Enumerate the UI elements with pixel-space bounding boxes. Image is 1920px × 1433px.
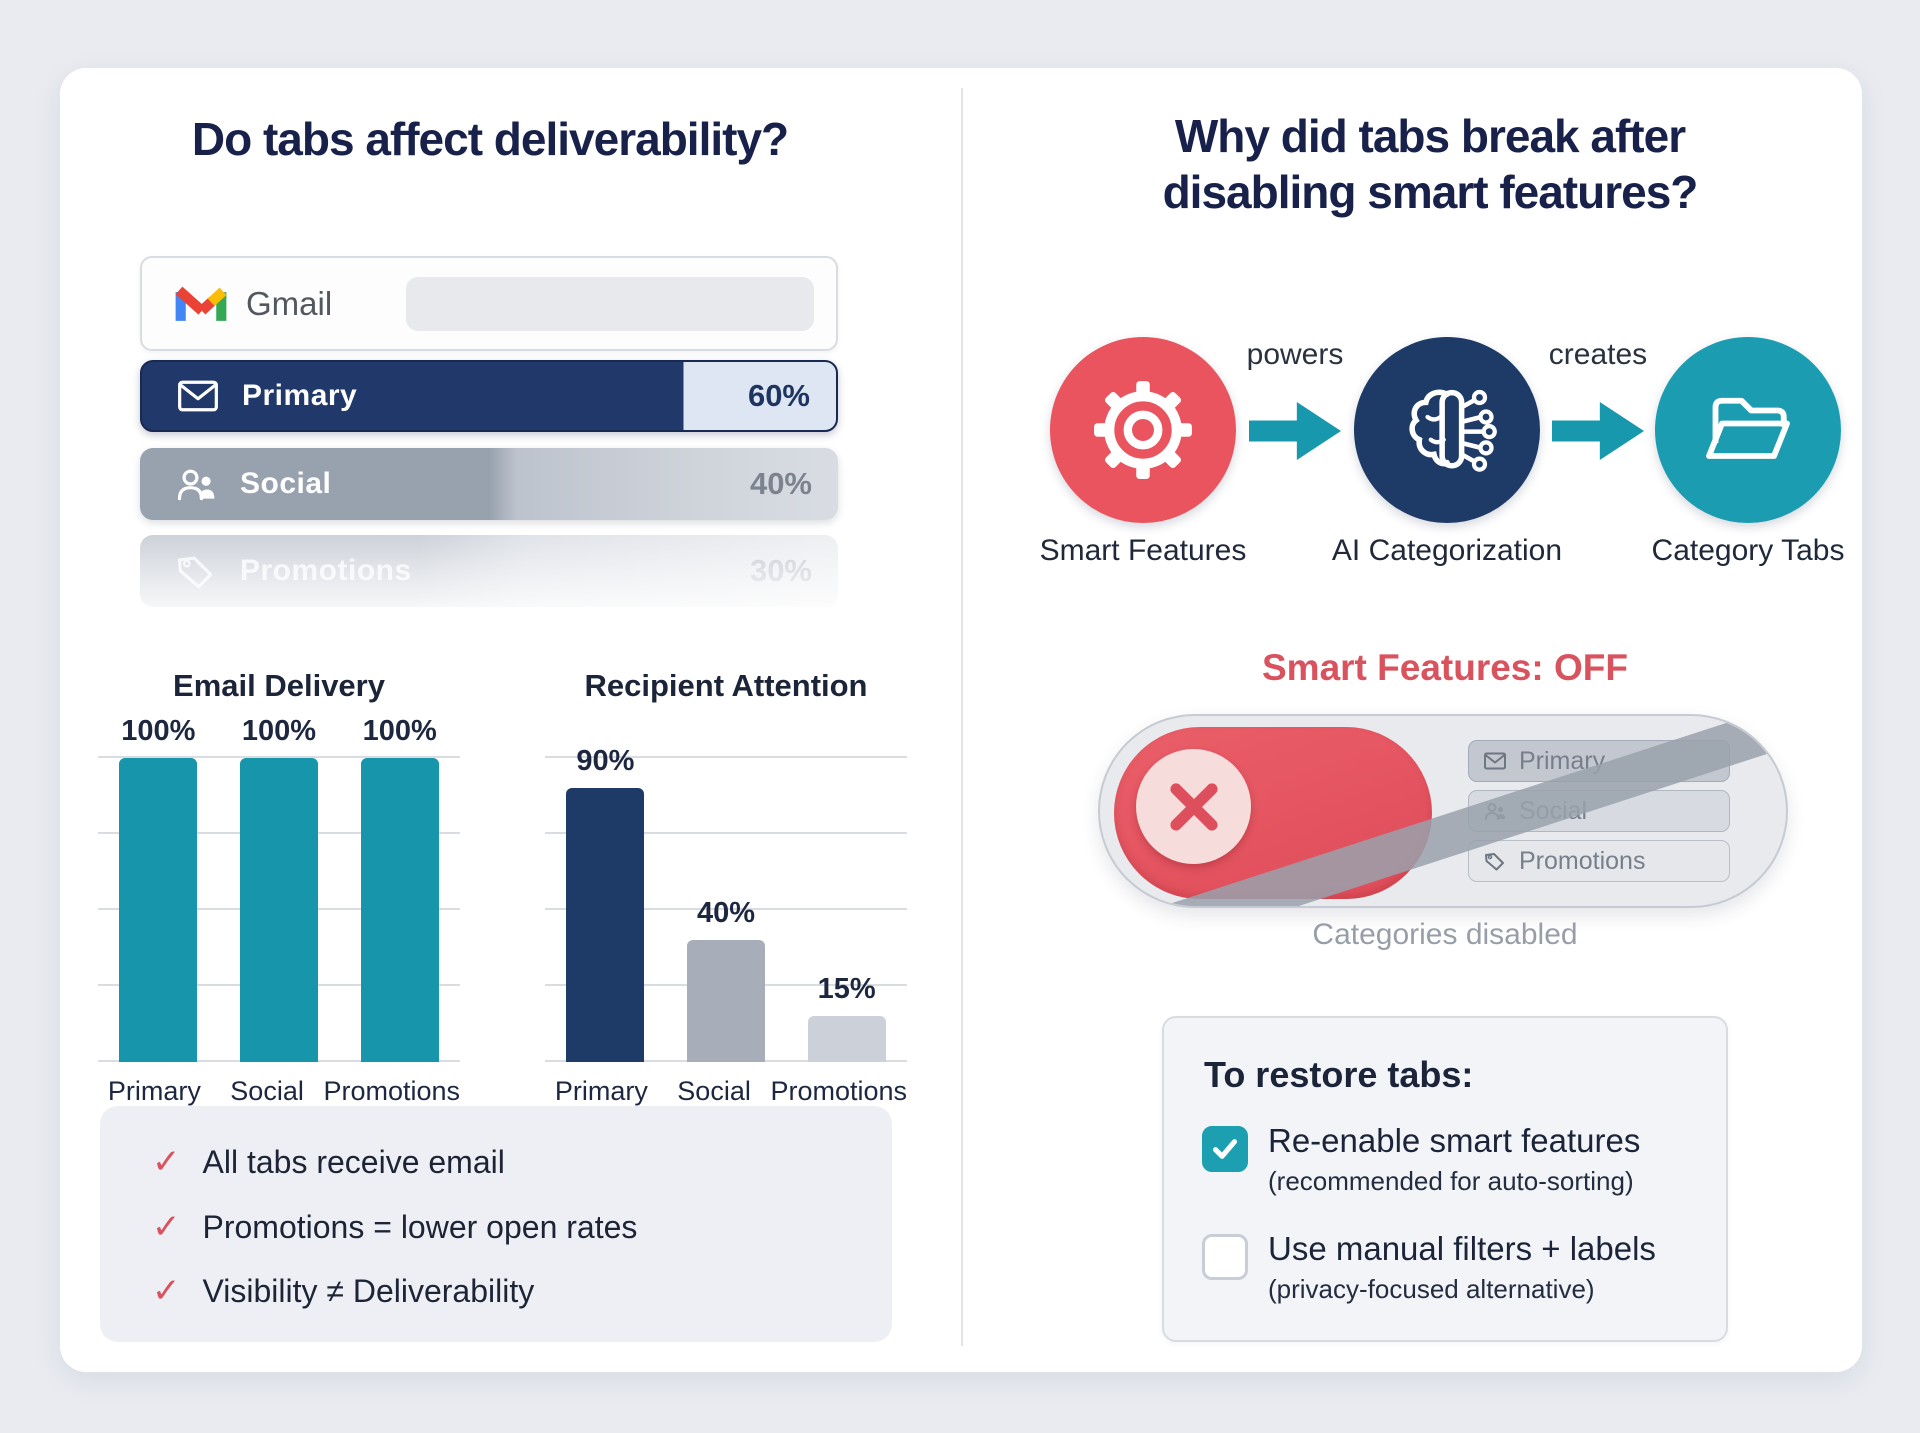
tab-label: Promotions <box>240 554 412 587</box>
axis-category-label: Primary <box>554 1076 648 1106</box>
restore-option-label: Re-enable smart features <box>1268 1122 1641 1159</box>
restore-option-reenable: Re-enable smart features (recommended fo… <box>1202 1122 1640 1197</box>
tab-value: 40% <box>749 466 812 501</box>
tag-icon <box>177 556 213 589</box>
axis-category-label: Social <box>230 1076 304 1106</box>
takeaway-item: ✓ Promotions = lower open rates <box>152 1207 637 1247</box>
gmail-header: Gmail <box>140 256 838 351</box>
checkbox-manual-filters[interactable] <box>1202 1234 1248 1280</box>
flow-node-category-tabs <box>1655 337 1841 523</box>
chart-plot-area: 100% 100% 100% <box>98 715 460 1062</box>
restore-option-label: Use manual filters + labels <box>1268 1230 1656 1267</box>
chart-title: Email Delivery <box>173 668 385 703</box>
checkbox-reenable-smart-features[interactable] <box>1202 1126 1248 1172</box>
bar-primary <box>119 758 198 1062</box>
envelope-icon <box>178 380 218 412</box>
gmail-search-bar[interactable] <box>406 276 814 331</box>
restore-option-note: (recommended for auto-sorting) <box>1268 1166 1634 1196</box>
axis-category-label: Primary <box>107 1076 201 1106</box>
gridline <box>545 908 907 910</box>
bar-social <box>240 758 318 1062</box>
bar-value-label: 100% <box>241 715 317 747</box>
chart-category-axis: Primary Social Promotions <box>98 1076 460 1107</box>
bar-value-label: 100% <box>121 715 196 747</box>
restore-option-manual-filters: Use manual filters + labels (privacy-foc… <box>1202 1230 1656 1305</box>
gmail-logo-icon <box>175 286 227 321</box>
axis-category-label: Promotions <box>323 1076 460 1106</box>
flow-node-label: Category Tabs <box>1651 534 1845 567</box>
flow-connector-label: powers <box>1246 338 1344 371</box>
tab-row-primary[interactable]: Primary 60% <box>140 360 838 432</box>
bar-primary <box>566 788 645 1062</box>
flow-node-ai-categorization <box>1354 337 1540 523</box>
takeaway-item: ✓ Visibility ≠ Deliverability <box>152 1271 534 1311</box>
chart-category-axis: Primary Social Promotions <box>545 1076 907 1107</box>
restore-heading: To restore tabs: <box>1204 1054 1474 1095</box>
toggle-knob[interactable] <box>1136 749 1251 864</box>
flow-node-smart-features <box>1050 337 1236 523</box>
red-check-icon: ✓ <box>152 1143 181 1181</box>
people-icon <box>177 469 215 501</box>
chart-title: Recipient Attention <box>584 668 868 703</box>
axis-category-label: Social <box>677 1076 751 1106</box>
bar-value-label: 40% <box>696 897 756 930</box>
envelope-icon <box>1484 752 1506 770</box>
tab-row-social[interactable]: Social 40% <box>140 448 838 520</box>
column-divider <box>961 88 963 1346</box>
folder-icon <box>1706 397 1790 459</box>
tab-value: 60% <box>747 378 810 413</box>
right-title-line2: disabling smart features? <box>1162 166 1699 218</box>
tab-row-promotions[interactable]: Promotions 30% <box>140 535 838 607</box>
bar-value-label: 15% <box>817 973 876 1006</box>
takeaway-text: Visibility ≠ Deliverability <box>202 1272 535 1309</box>
takeaway-item: ✓ All tabs receive email <box>152 1142 505 1182</box>
restore-option-note: (privacy-focused alternative) <box>1268 1274 1595 1304</box>
red-check-icon: ✓ <box>152 1272 181 1310</box>
takeaway-text: Promotions = lower open rates <box>202 1208 638 1245</box>
flow-node-label: Smart Features <box>1039 534 1247 567</box>
recipient-attention-chart: Recipient Attention 90% 40% 15% Primary Soc… <box>545 668 907 1107</box>
brain-icon <box>1409 389 1497 472</box>
chart-plot-area: 90% 40% 15% <box>545 745 907 1062</box>
gridline <box>545 756 907 758</box>
email-delivery-chart: Email Delivery 100% 100% 100% Primary Socia… <box>98 668 460 1107</box>
axis-category-label: Promotions <box>770 1076 907 1106</box>
smart-features-off-heading: Smart Features: OFF <box>1262 647 1628 688</box>
gear-icon <box>1094 381 1192 479</box>
x-icon <box>1169 782 1218 831</box>
right-section-title: Why did tabs break after disabling smart… <box>990 108 1870 220</box>
flow-connector-label: creates <box>1548 338 1648 371</box>
takeaways-card: ✓ All tabs receive email ✓ Promotions = … <box>100 1106 892 1342</box>
tag-icon <box>1485 853 1504 871</box>
bar-social <box>687 940 765 1062</box>
gmail-app-name: Gmail <box>246 284 333 322</box>
tab-label: Social <box>240 467 332 500</box>
bar-value-label: 100% <box>362 715 437 747</box>
categories-disabled-caption: Categories disabled <box>1312 918 1578 951</box>
tab-value: 30% <box>749 553 812 588</box>
check-icon <box>1213 1139 1237 1159</box>
bar-value-label: 90% <box>576 745 635 778</box>
left-section-title: Do tabs affect deliverability? <box>191 113 789 165</box>
chip-label: Promotions <box>1519 846 1646 875</box>
smart-features-toggle[interactable]: Primary Social Promotions <box>1098 714 1788 908</box>
right-title-line1: Why did tabs break after <box>1174 110 1686 162</box>
gridline <box>98 756 460 758</box>
red-check-icon: ✓ <box>152 1208 181 1246</box>
bar-promotions <box>807 1016 886 1062</box>
restore-tabs-card: To restore tabs: Re-enable smart feature… <box>1162 1016 1728 1342</box>
gridline <box>545 832 907 834</box>
tab-label: Primary <box>242 379 358 412</box>
takeaway-text: All tabs receive email <box>202 1143 505 1180</box>
disabled-chip-promotions: Promotions <box>1468 840 1730 882</box>
flow-node-label: AI Categorization <box>1331 534 1563 567</box>
bar-promotions <box>360 758 439 1062</box>
